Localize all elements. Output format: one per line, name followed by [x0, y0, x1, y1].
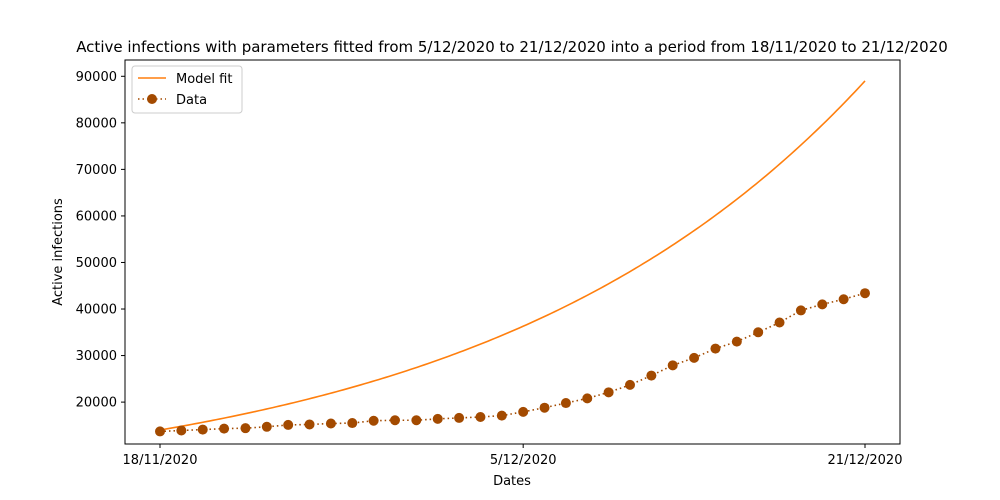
- data-point: [582, 393, 593, 404]
- data-point: [560, 398, 571, 409]
- x-axis: 18/11/2020 5/12/2020 21/12/2020: [123, 444, 903, 468]
- data-point: [496, 410, 507, 421]
- data-point: [817, 299, 828, 310]
- x-tick-label: 21/12/2020: [828, 453, 903, 468]
- data-point: [603, 387, 614, 398]
- y-tick-label: 20000: [76, 396, 117, 411]
- data-point: [539, 402, 550, 413]
- data-point: [176, 425, 187, 436]
- data-point: [774, 317, 785, 328]
- y-tick-label: 40000: [76, 303, 117, 318]
- data-point: [667, 360, 678, 371]
- data-point: [795, 305, 806, 316]
- plot-frame: [124, 59, 901, 445]
- data-point: [368, 415, 379, 426]
- legend-data-swatch-marker: [147, 94, 157, 104]
- y-axis-label: Active infections: [51, 198, 66, 306]
- data-point: [731, 336, 742, 347]
- y-tick-label: 60000: [76, 209, 117, 224]
- legend-data-label: Data: [176, 93, 207, 108]
- y-tick-label: 50000: [76, 256, 117, 271]
- x-axis-label: Dates: [493, 474, 531, 489]
- y-tick-label: 90000: [76, 70, 117, 85]
- data-point: [432, 413, 443, 424]
- x-tick-label: 18/11/2020: [123, 453, 198, 468]
- legend-model-fit-label: Model fit: [176, 72, 232, 87]
- data-point: [347, 418, 358, 429]
- data-point: [710, 343, 721, 354]
- data-point: [304, 419, 315, 430]
- series-data-line: [159, 292, 866, 433]
- y-tick-label: 80000: [76, 116, 117, 131]
- data-point: [325, 418, 336, 429]
- data-point: [390, 415, 400, 426]
- data-point: [475, 412, 486, 423]
- data-point: [219, 423, 230, 434]
- data-point: [753, 327, 764, 338]
- data-point: [197, 424, 208, 435]
- data-point: [261, 421, 272, 432]
- x-tick-label: 5/12/2020: [490, 453, 557, 468]
- data-point: [838, 294, 849, 305]
- data-point: [689, 352, 700, 363]
- y-tick-label: 30000: [76, 349, 117, 364]
- data-point: [411, 415, 422, 426]
- y-axis: 20000 30000 40000 50000 60000 70000 80000 90000: [76, 70, 125, 411]
- data-point: [860, 288, 870, 299]
- data-point: [518, 406, 529, 417]
- data-point: [283, 419, 294, 430]
- data-point: [646, 370, 657, 381]
- plot-area: 20000 30000 40000 50000 60000 70000 80000 90000…: [76, 59, 903, 468]
- data-point: [625, 379, 635, 390]
- data-point: [454, 412, 465, 423]
- chart-title: Active infections with parameters fitted…: [76, 38, 948, 56]
- legend: Model fit Data: [131, 65, 243, 114]
- series-model-fit-line: [159, 80, 866, 431]
- data-point: [155, 426, 165, 437]
- data-point: [240, 423, 251, 434]
- series-data-points: [155, 288, 870, 437]
- y-tick-label: 70000: [76, 163, 117, 178]
